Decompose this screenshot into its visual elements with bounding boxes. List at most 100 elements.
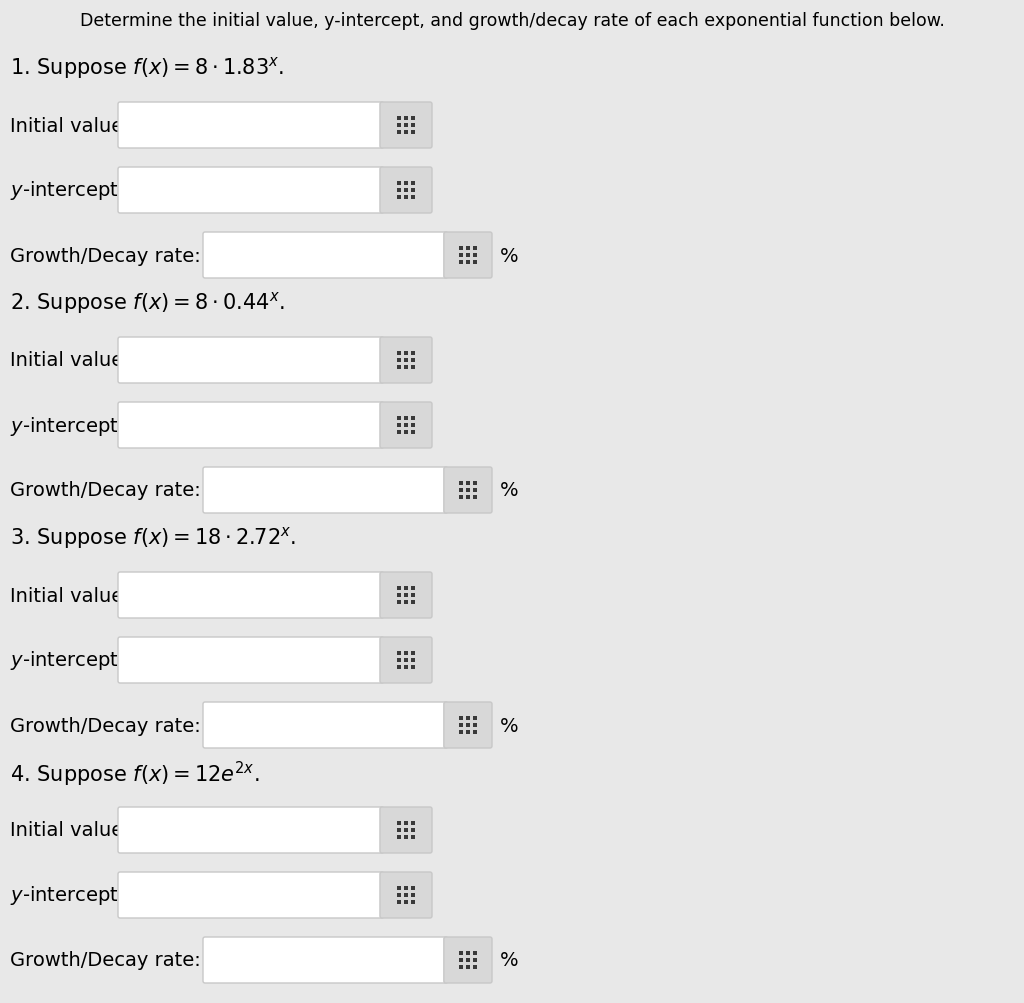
FancyBboxPatch shape — [118, 873, 384, 918]
Bar — [403, 886, 409, 891]
Bar — [473, 481, 477, 485]
Bar — [466, 716, 470, 720]
Bar — [411, 886, 415, 891]
Bar — [396, 123, 401, 128]
FancyBboxPatch shape — [118, 637, 384, 683]
Bar — [411, 820, 415, 825]
FancyBboxPatch shape — [380, 168, 432, 214]
Bar — [411, 600, 415, 605]
Bar — [396, 416, 401, 421]
Bar — [396, 593, 401, 598]
Bar — [411, 900, 415, 905]
Bar — [411, 196, 415, 200]
FancyBboxPatch shape — [380, 573, 432, 619]
Text: Determine the initial value, y-intercept, and growth/decay rate of each exponent: Determine the initial value, y-intercept… — [80, 12, 944, 30]
Bar — [396, 365, 401, 370]
Bar — [459, 965, 463, 969]
Text: Initial value:: Initial value: — [10, 116, 130, 135]
Text: Growth/Decay rate:: Growth/Decay rate: — [10, 951, 201, 970]
Bar — [411, 182, 415, 187]
FancyBboxPatch shape — [380, 338, 432, 383]
Bar — [403, 600, 409, 605]
Text: Initial value:: Initial value: — [10, 351, 130, 370]
Bar — [403, 189, 409, 193]
Bar — [411, 430, 415, 435]
Text: 4. Suppose $f(x) = 12e^{2x}$.: 4. Suppose $f(x) = 12e^{2x}$. — [10, 759, 259, 788]
Bar — [473, 488, 477, 492]
Text: Growth/Decay rate:: Growth/Decay rate: — [10, 247, 201, 265]
Bar — [411, 593, 415, 598]
Bar — [396, 658, 401, 663]
Bar — [473, 247, 477, 251]
Bar — [411, 827, 415, 832]
Text: %: % — [500, 481, 518, 500]
Bar — [403, 130, 409, 135]
Bar — [396, 893, 401, 898]
Bar — [403, 586, 409, 591]
FancyBboxPatch shape — [118, 103, 384, 148]
Bar — [396, 586, 401, 591]
Bar — [403, 658, 409, 663]
Bar — [459, 951, 463, 955]
Bar — [396, 196, 401, 200]
Bar — [396, 820, 401, 825]
Bar — [459, 488, 463, 492]
Bar — [411, 651, 415, 656]
FancyBboxPatch shape — [380, 873, 432, 918]
Bar — [459, 730, 463, 734]
Bar — [411, 893, 415, 898]
Bar — [411, 658, 415, 663]
Bar — [466, 965, 470, 969]
Bar — [466, 247, 470, 251]
Bar — [411, 189, 415, 193]
Bar — [466, 951, 470, 955]
Bar — [473, 730, 477, 734]
FancyBboxPatch shape — [203, 467, 447, 514]
Bar — [473, 495, 477, 499]
Bar — [396, 423, 401, 428]
Bar — [459, 247, 463, 251]
Bar — [466, 495, 470, 499]
Text: $y$-intercept:: $y$-intercept: — [10, 414, 124, 437]
Text: 1. Suppose $f(x) = 8 \cdot 1.83^x$.: 1. Suppose $f(x) = 8 \cdot 1.83^x$. — [10, 55, 284, 81]
Bar — [396, 358, 401, 363]
FancyBboxPatch shape — [118, 168, 384, 214]
FancyBboxPatch shape — [443, 233, 492, 279]
Bar — [466, 481, 470, 485]
FancyBboxPatch shape — [443, 467, 492, 514]
Text: 2. Suppose $f(x) = 8 \cdot 0.44^x$.: 2. Suppose $f(x) = 8 \cdot 0.44^x$. — [10, 290, 285, 316]
FancyBboxPatch shape — [443, 702, 492, 748]
Bar — [403, 423, 409, 428]
Bar — [411, 416, 415, 421]
Bar — [403, 834, 409, 840]
Bar — [403, 123, 409, 128]
Bar — [411, 365, 415, 370]
Bar — [459, 958, 463, 962]
Bar — [459, 716, 463, 720]
Bar — [403, 196, 409, 200]
Bar — [396, 600, 401, 605]
Bar — [473, 261, 477, 265]
Bar — [403, 358, 409, 363]
Bar — [396, 116, 401, 121]
Bar — [403, 893, 409, 898]
FancyBboxPatch shape — [380, 637, 432, 683]
Bar — [459, 261, 463, 265]
Bar — [403, 182, 409, 187]
Bar — [411, 665, 415, 670]
Text: Growth/Decay rate:: Growth/Decay rate: — [10, 481, 201, 500]
Bar — [459, 481, 463, 485]
Bar — [473, 723, 477, 727]
Bar — [466, 254, 470, 258]
Text: $y$-intercept:: $y$-intercept: — [10, 180, 124, 203]
Bar — [466, 488, 470, 492]
FancyBboxPatch shape — [118, 402, 384, 448]
Bar — [403, 116, 409, 121]
Bar — [396, 651, 401, 656]
Bar — [411, 358, 415, 363]
Bar — [466, 723, 470, 727]
Bar — [403, 827, 409, 832]
Text: $y$-intercept:: $y$-intercept: — [10, 649, 124, 672]
Bar — [396, 189, 401, 193]
FancyBboxPatch shape — [203, 233, 447, 279]
